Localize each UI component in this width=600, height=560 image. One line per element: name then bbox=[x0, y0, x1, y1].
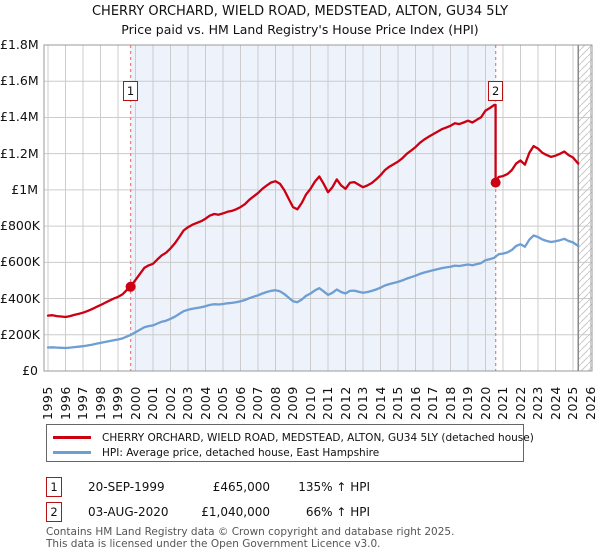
y-tick-£600K: £600K bbox=[0, 254, 41, 270]
page-subtitle: Price paid vs. HM Land Registry's House … bbox=[121, 22, 479, 37]
x-tick-2018: 2018 bbox=[442, 386, 458, 420]
sale-row-1: 1 20-SEP-1999 £465,000 135% ↑ HPI bbox=[0, 477, 600, 499]
sale-1-number-badge: 1 bbox=[46, 477, 62, 497]
x-tick-2022: 2022 bbox=[512, 386, 528, 420]
y-tick-£1.8M: £1.8M bbox=[0, 37, 39, 52]
legend-label-price-paid: CHERRY ORCHARD, WIELD ROAD, MEDSTEAD, AL… bbox=[102, 431, 534, 444]
x-tick-2016: 2016 bbox=[407, 386, 423, 420]
x-tick-2017: 2017 bbox=[425, 386, 440, 420]
x-tick-2010: 2010 bbox=[302, 386, 318, 420]
sale-2-hpi-delta: 66% ↑ HPI bbox=[305, 505, 370, 519]
x-tick-2024: 2024 bbox=[547, 386, 563, 420]
x-tick-2004: 2004 bbox=[197, 386, 213, 420]
x-tick-2015: 2015 bbox=[390, 386, 405, 420]
license-footer: Contains HM Land Registry data © Crown c… bbox=[46, 526, 454, 550]
x-tick-1996: 1996 bbox=[57, 386, 73, 420]
sale-row-2: 2 03-AUG-2020 £1,040,000 66% ↑ HPI bbox=[0, 502, 600, 524]
x-tick-2021: 2021 bbox=[495, 386, 510, 420]
y-tick-£400K: £400K bbox=[0, 290, 41, 306]
plot-border bbox=[43, 44, 593, 372]
y-tick-£0: £0 bbox=[22, 363, 38, 378]
sale-marker-2: 2 bbox=[488, 81, 504, 101]
x-tick-1999: 1999 bbox=[110, 386, 125, 420]
sale-2-date: 03-AUG-2020 bbox=[88, 505, 169, 519]
x-tick-1998: 1998 bbox=[92, 386, 108, 420]
y-tick-£1.2M: £1.2M bbox=[0, 145, 39, 161]
red-line-swatch bbox=[53, 436, 91, 439]
x-tick-1995: 1995 bbox=[40, 386, 55, 420]
x-tick-2020: 2020 bbox=[477, 386, 493, 420]
x-tick-2014: 2014 bbox=[372, 386, 388, 420]
between-sales-shaded-region bbox=[130, 45, 496, 371]
future-hatch-region bbox=[577, 45, 592, 371]
x-tick-2009: 2009 bbox=[285, 386, 300, 420]
x-tick-2019: 2019 bbox=[460, 386, 475, 420]
x-tick-2012: 2012 bbox=[337, 386, 353, 420]
legend-row-price-paid: CHERRY ORCHARD, WIELD ROAD, MEDSTEAD, AL… bbox=[53, 430, 534, 445]
y-tick-£1.4M: £1.4M bbox=[0, 109, 39, 125]
data-series-lines bbox=[46, 103, 580, 350]
x-tick-2006: 2006 bbox=[232, 386, 248, 420]
sale-marker-1: 1 bbox=[123, 81, 139, 101]
x-tick-2013: 2013 bbox=[355, 386, 370, 420]
x-tick-2023: 2023 bbox=[530, 386, 545, 420]
x-tick-2001: 2001 bbox=[145, 386, 160, 420]
x-tick-2003: 2003 bbox=[180, 386, 195, 420]
x-tick-2026: 2026 bbox=[582, 386, 598, 420]
footer-line-2: This data is licensed under the Open Gov… bbox=[46, 538, 381, 550]
y-tick-£800K: £800K bbox=[0, 218, 41, 234]
sale-1-hpi-delta: 135% ↑ HPI bbox=[298, 480, 370, 494]
footer-line-1: Contains HM Land Registry data © Crown c… bbox=[46, 526, 455, 538]
chart-legend: CHERRY ORCHARD, WIELD ROAD, MEDSTEAD, AL… bbox=[46, 424, 534, 462]
sale-1-date: 20-SEP-1999 bbox=[88, 480, 165, 494]
blue-line-swatch bbox=[53, 451, 91, 454]
sale-2-price: £1,040,000 bbox=[201, 505, 270, 519]
x-tick-2000: 2000 bbox=[127, 386, 143, 420]
sale-2-number-badge: 2 bbox=[46, 502, 62, 522]
x-tick-1997: 1997 bbox=[75, 386, 90, 420]
x-tick-2008: 2008 bbox=[267, 386, 283, 420]
legend-row-hpi: HPI: Average price, detached house, East… bbox=[53, 445, 523, 460]
y-tick-£1.6M: £1.6M bbox=[0, 73, 39, 89]
sale-point-dots bbox=[125, 177, 501, 292]
page-title: CHERRY ORCHARD, WIELD ROAD, MEDSTEAD, AL… bbox=[91, 4, 509, 19]
sale-1-price: £465,000 bbox=[212, 480, 270, 494]
x-tick-2007: 2007 bbox=[250, 386, 265, 420]
x-tick-2011: 2011 bbox=[320, 386, 335, 420]
x-tick-2002: 2002 bbox=[162, 386, 178, 420]
x-tick-2025: 2025 bbox=[565, 386, 580, 420]
x-tick-2005: 2005 bbox=[215, 386, 230, 420]
y-tick-£1M: £1M bbox=[11, 181, 38, 197]
legend-label-hpi: HPI: Average price, detached house, East… bbox=[102, 446, 380, 459]
y-tick-£200K: £200K bbox=[0, 326, 41, 342]
